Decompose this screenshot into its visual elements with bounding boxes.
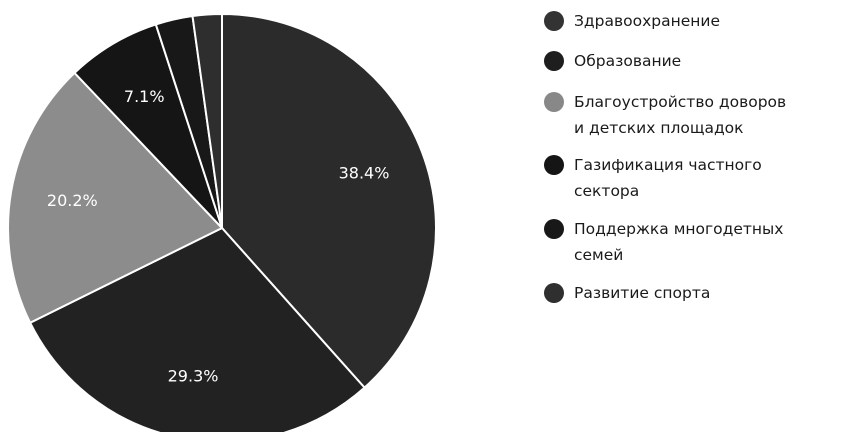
legend-label-5: Поддержка многодетных семей (574, 220, 784, 264)
legend-label-6: Развитие спорта (574, 284, 711, 302)
slice-label-2: 29.3% (168, 367, 219, 386)
legend-item-4: Газификация частного сектора (544, 152, 762, 204)
slice-label-1: 38.4% (339, 163, 390, 182)
legend-label-4: Газификация частного сектора (574, 156, 762, 200)
legend-item-5: Поддержка многодетных семей (544, 216, 783, 268)
legend-label-2: Образование (574, 52, 682, 70)
pie-slice-2 (28, 226, 366, 432)
slice-label-3: 20.2% (47, 191, 98, 210)
legend-item-3: Благоустройство доворов и детских площад… (544, 89, 786, 141)
legend-item-6: Развитие спорта (544, 280, 710, 306)
legend-marker-5 (544, 219, 564, 239)
legend-marker-2 (544, 51, 564, 71)
legend-item-2: Образование (544, 48, 681, 74)
legend-item-1: Здравоохранение (544, 8, 720, 34)
legend-label-1: Здравоохранение (574, 12, 721, 30)
legend-marker-3 (544, 92, 564, 112)
legend-marker-6 (544, 283, 564, 303)
legend-marker-1 (544, 11, 564, 31)
legend-label-3: Благоустройство доворов и детских площад… (574, 93, 787, 137)
pie-chart: 38.4% 29.3% 20.2% 7.1% (7, 12, 438, 432)
legend-marker-4 (544, 155, 564, 175)
slice-label-4: 7.1% (124, 87, 165, 106)
pie-slice-3 (7, 71, 224, 325)
pie-slice-6 (191, 12, 223, 229)
pie-slice-1 (221, 12, 438, 390)
